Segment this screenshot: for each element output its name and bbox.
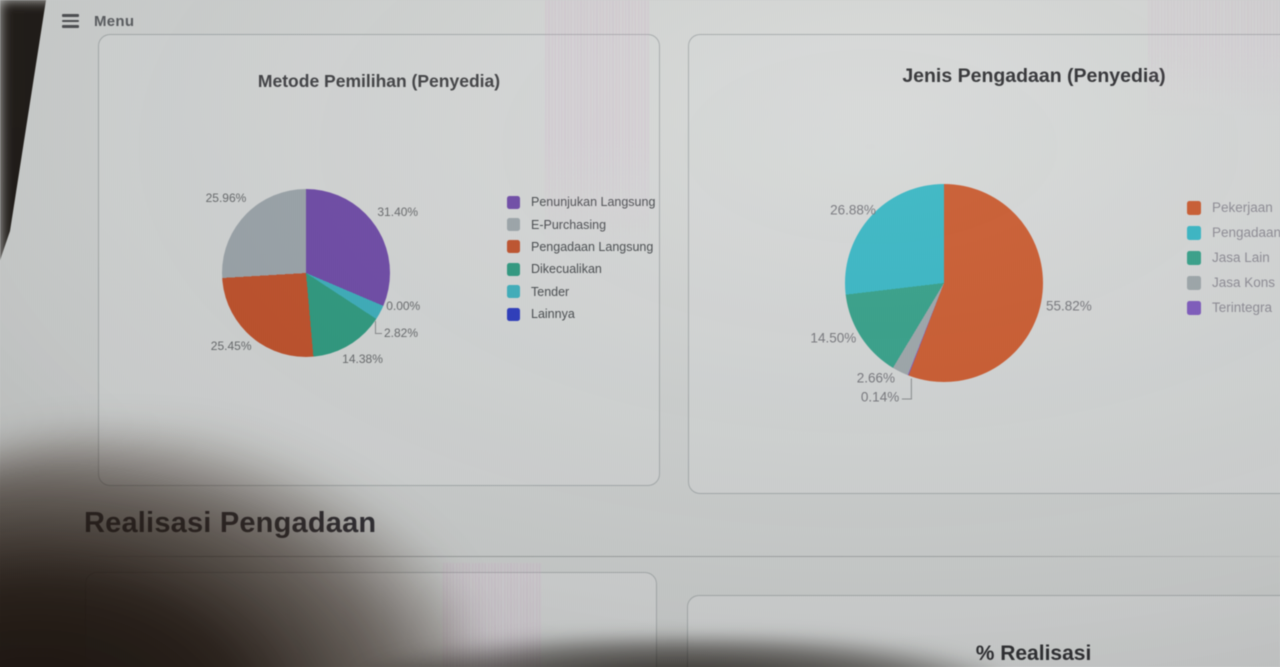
legend-swatch (507, 240, 520, 254)
pie-percentage-label: 14.50% (810, 330, 857, 346)
legend-label: E-Purchasing (531, 217, 607, 232)
legend-item[interactable]: Terintegra (1187, 295, 1280, 320)
chart-legend: Penunjukan Langsung E-Purchasing Pengadaan… (507, 191, 655, 325)
pie-percentage-label: 14.38% (342, 352, 383, 367)
legend-item[interactable]: Dikecualikan (507, 258, 655, 280)
legend-item[interactable]: Pengadaan Langsung (507, 236, 655, 258)
legend-swatch (1187, 275, 1201, 290)
pie-percentage-label: 2.82% (375, 320, 418, 340)
pie-percentage-label: 0.14% (861, 378, 913, 405)
card-metode-pemilihan: Metode Pemilihan (Penyedia) 31.40% 0.00% 2… (98, 34, 660, 486)
pie-chart-metode-pemilihan: 31.40% 0.00% 2.82% 14.38% 25.45% 25.96% Penunj… (99, 35, 659, 485)
legend-label: Lainnya (531, 307, 575, 322)
pie-percentage-label: 25.45% (210, 339, 252, 354)
legend-swatch (507, 195, 520, 209)
pie-jenis[interactable] (845, 184, 1043, 382)
section-title-realisasi-pengadaan: Realisasi Pengadaan (84, 507, 377, 539)
legend-item[interactable]: Tender (507, 281, 655, 303)
legend-label: Dikecualikan (531, 262, 602, 277)
chart-title-metode-pemilihan: Metode Pemilihan (Penyedia) (257, 71, 501, 91)
section-divider (90, 556, 1280, 558)
legend-swatch (507, 218, 520, 232)
legend-item[interactable]: Jasa Kons (1187, 270, 1280, 295)
legend-swatch (507, 262, 520, 276)
card-jenis-pengadaan: Jenis Pengadaan (Penyedia) 55.82% 0.14% 2.… (688, 34, 1280, 494)
label-leader-line (902, 378, 913, 400)
menu-label[interactable]: Menu (94, 12, 135, 30)
hamburger-menu-icon[interactable] (60, 12, 81, 30)
legend-item[interactable]: E-Purchasing (507, 213, 655, 235)
legend-label: Pengadaan Langsung (531, 239, 654, 254)
pie-percentage-label: 55.82% (1045, 298, 1092, 314)
card-realisasi-percent: % Realisasi (687, 595, 1280, 667)
pie-percentage-label: 26.88% (830, 202, 876, 218)
photo-bezel-edge-left (0, 0, 46, 261)
legend-item[interactable]: Lainnya (507, 303, 655, 325)
legend-swatch (1187, 250, 1201, 265)
pie-percentage-label: 31.40% (377, 205, 419, 220)
chart-title-percent-realisasi: % Realisasi (975, 642, 1092, 665)
legend-item[interactable]: Jasa Lain (1187, 245, 1280, 270)
legend-label: Penunjukan Langsung (531, 195, 656, 210)
legend-swatch (507, 285, 520, 299)
chart-title-jenis-pengadaan: Jenis Pengadaan (Penyedia) (902, 65, 1166, 87)
legend-label: Tender (531, 284, 570, 299)
card-realisasi-left (85, 572, 657, 667)
legend-label: Pengadaan (1212, 225, 1280, 240)
legend-item[interactable]: Pengadaan (1187, 220, 1280, 245)
legend-label: Pekerjaan (1212, 200, 1273, 215)
legend-swatch (507, 307, 520, 321)
topbar: Menu (60, 8, 134, 34)
legend-label: Jasa Lain (1212, 250, 1270, 265)
legend-swatch (1187, 225, 1201, 240)
legend-item[interactable]: Penunjukan Langsung (507, 191, 655, 213)
legend-label: Terintegra (1212, 300, 1273, 315)
pie-percentage-label: 2.66% (856, 370, 895, 386)
legend-swatch (1187, 300, 1201, 315)
pie-percentage-label: 0.00% (386, 299, 421, 314)
chart-legend: Pekerjaan Pengadaan Jasa Lain Jasa Kons Teri… (1187, 195, 1280, 320)
pie-percentage-label: 25.96% (205, 190, 247, 205)
legend-label: Jasa Kons (1212, 275, 1276, 290)
legend-item[interactable]: Pekerjaan (1187, 195, 1280, 220)
legend-swatch (1187, 200, 1201, 215)
pie-chart-jenis-pengadaan: 55.82% 0.14% 2.66% 14.50% 26.88% Pekerjaan Pen… (689, 35, 1280, 493)
pie-metode[interactable] (222, 189, 390, 357)
label-leader-line (375, 320, 382, 334)
